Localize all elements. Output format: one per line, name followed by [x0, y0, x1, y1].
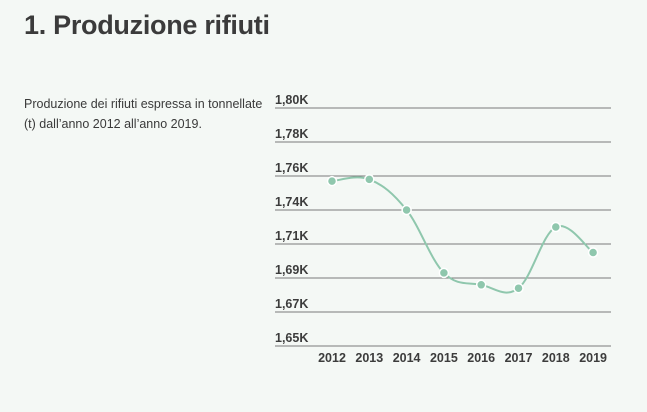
y-tick-label: 1,78K [275, 127, 308, 141]
data-point[interactable] [587, 247, 599, 258]
data-points [326, 174, 599, 294]
y-tick-label: 1,69K [275, 263, 308, 277]
series-layer [331, 176, 594, 294]
y-tick-label: 1,65K [275, 331, 308, 345]
x-tick-label: 2019 [579, 351, 607, 365]
y-tick-label: 1,80K [275, 93, 308, 107]
data-point[interactable] [326, 175, 338, 187]
chart-description: Produzione dei rifiuti espressa in tonne… [24, 97, 263, 131]
data-point[interactable] [513, 282, 524, 294]
y-tick-label: 1,74K [275, 195, 308, 209]
data-point[interactable] [364, 174, 375, 185]
x-tick-label: 2016 [467, 351, 495, 365]
x-axis-labels: 2012 2013 2014 2015 2016 2017 2018 2019 [318, 351, 607, 365]
data-point[interactable] [438, 267, 450, 279]
data-point[interactable] [401, 204, 412, 216]
x-tick-label: 2013 [355, 351, 383, 365]
y-tick-label: 1,67K [275, 297, 308, 311]
series-line [331, 176, 594, 294]
x-tick-label: 2017 [505, 351, 533, 365]
x-tick-label: 2014 [393, 351, 421, 365]
data-point[interactable] [550, 221, 562, 233]
y-axis-labels: 1,80K 1,78K 1,76K 1,74K 1,71K 1,69K 1,67K 1,65K [275, 93, 308, 345]
y-tick-label: 1,76K [275, 161, 308, 175]
x-tick-label: 2018 [542, 351, 570, 365]
x-tick-label: 2012 [318, 351, 346, 365]
x-tick-label: 2015 [430, 351, 458, 365]
data-point[interactable] [475, 279, 487, 291]
y-tick-label: 1,71K [275, 229, 308, 243]
page-title: 1. Produzione rifiuti [24, 10, 270, 40]
